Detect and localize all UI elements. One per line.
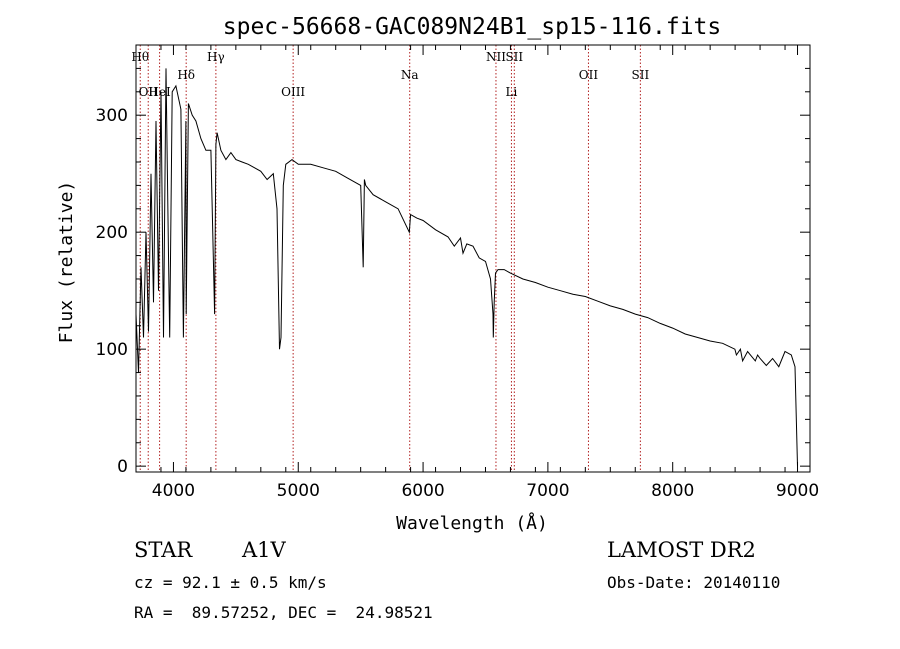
chart-title: spec-56668-GAC089N24B1_sp15-116.fits [223,14,722,40]
y-tick-label: 300 [96,106,128,126]
spectrum-line [135,68,798,467]
object-subclass: A1V [242,538,286,562]
line-marker-label: NII [486,50,506,64]
redshift-value: cz = 92.1 ± 0.5 km/s [134,573,327,592]
x-tick-label: 5000 [277,481,320,501]
line-marker-label: SII [505,50,523,64]
line-marker-label: Hγ [207,50,225,64]
line-marker-label: Li [506,85,518,99]
line-marker-label: Hδ [177,68,195,82]
observation-date: Obs-Date: 20140110 [607,573,781,592]
line-marker-label: SII [632,68,650,82]
line-marker-label: HeI [148,85,171,99]
line-marker-label: Na [401,68,419,82]
x-tick-label: 6000 [401,481,444,501]
x-tick-label: 4000 [152,481,195,501]
y-axis-label: Flux (relative) [56,181,77,344]
x-tick-label: 8000 [651,481,694,501]
line-marker-label: OIII [281,85,305,99]
y-tick-label: 100 [96,340,128,360]
survey-name: LAMOST DR2 [607,538,756,562]
line-marker-label: Hθ [131,50,149,64]
object-class: STAR [134,538,193,562]
y-tick-label: 0 [117,457,128,477]
x-axis-label: Wavelength (Å) [396,512,548,534]
axis-ticks: 4000 5000 6000 7000 8000 9000 0 100 200 300 [96,44,819,501]
y-tick-label: 200 [96,223,128,243]
line-marker-label: OII [139,85,159,99]
line-marker-label: OII [579,68,599,82]
x-tick-label: 9000 [776,481,819,501]
plot-frame [135,44,811,473]
x-tick-label: 7000 [526,481,569,501]
coordinates: RA = 89.57252, DEC = 24.98521 [134,603,433,622]
